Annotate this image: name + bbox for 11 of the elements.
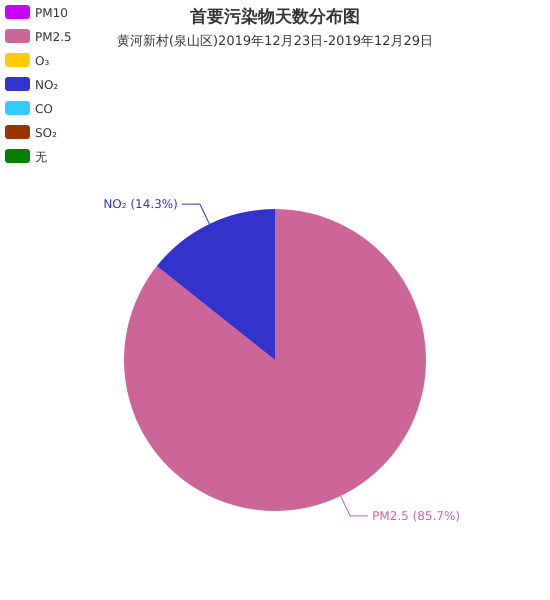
legend-label: PM10 [35,6,68,20]
legend-label: SO₂ [35,126,58,140]
legend-label: CO [35,102,53,116]
legend-label: PM2.5 [35,30,72,44]
legend-label: O₃ [35,54,50,68]
data-label: NO₂ (14.3%) [103,197,178,212]
text: 黄河新村(泉山区)2019年12月23日-2019年12月29日 [116,34,434,49]
chart-title: 首要污染物天数分布图 [189,7,360,27]
legend-label: 无 [35,150,47,164]
data-label: PM2.5 (85.7%) [372,508,460,523]
legend-label: NO₂ [35,78,58,92]
